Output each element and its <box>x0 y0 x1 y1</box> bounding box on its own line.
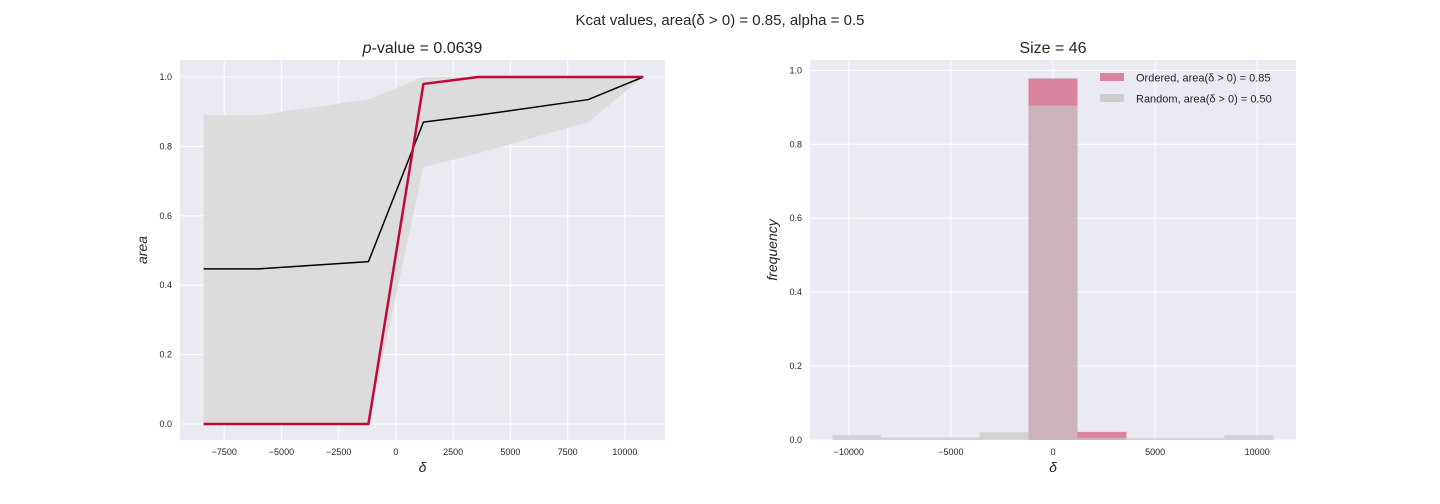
x-tick-label: −2500 <box>326 447 351 457</box>
x-axis-label: δ <box>1049 459 1057 475</box>
x-tick-label: −5000 <box>938 447 963 457</box>
random-bar <box>1028 105 1078 441</box>
title-italic-p: p <box>362 40 372 57</box>
x-tick-label: 5000 <box>1145 447 1165 457</box>
random-mean-line <box>203 76 644 270</box>
y-tick-label: 0.0 <box>789 435 802 445</box>
x-tick-label: 0 <box>1050 447 1055 457</box>
x-tick-label: −7500 <box>212 447 237 457</box>
x-axis-label: δ <box>419 459 427 475</box>
x-tick-label: −10000 <box>834 447 864 457</box>
random-range-band <box>203 77 644 425</box>
title-rest: -value = 0.0639 <box>372 40 483 57</box>
random-bar <box>881 437 931 440</box>
x-tick-label: 0 <box>393 447 398 457</box>
plot-title: Size = 46 <box>1019 40 1086 57</box>
x-tick-label: 2500 <box>443 447 463 457</box>
y-tick-label: 0.6 <box>159 211 172 221</box>
x-tick-label: 7500 <box>558 447 578 457</box>
y-tick-label: 0.0 <box>159 419 172 429</box>
left-plot-area-curve: −7500 −5000 −2500 0 2500 5000 7500 10000 0.0 0.2 0… <box>134 40 665 475</box>
y-tick-label: 0.8 <box>789 139 802 149</box>
y-tick-label: 0.4 <box>789 287 802 297</box>
y-tick-label: 1.0 <box>789 65 802 75</box>
legend-label: Ordered, area(δ > 0) = 0.85 <box>1136 73 1271 85</box>
plot-title: p-value = 0.0639 <box>362 40 483 57</box>
random-bar <box>930 437 980 440</box>
x-tick-label: 5000 <box>500 447 520 457</box>
random-bar <box>1175 438 1225 440</box>
ordered-line <box>203 75 644 426</box>
y-axis-label: area <box>134 236 150 264</box>
random-bar <box>1126 438 1176 440</box>
legend-swatch <box>1100 73 1124 81</box>
y-tick-label: 0.6 <box>789 213 802 223</box>
ordered-bar <box>1077 431 1127 440</box>
y-tick-label: 0.4 <box>159 280 172 290</box>
x-tick-label: −5000 <box>269 447 294 457</box>
random-bar <box>832 435 882 440</box>
legend-swatch <box>1100 94 1124 102</box>
y-axis-label: frequency <box>764 218 780 280</box>
y-tick-label: 0.2 <box>789 361 802 371</box>
y-tick-label: 1.0 <box>159 72 172 82</box>
x-tick-label: 10000 <box>612 447 637 457</box>
right-plot-histogram: −10000 −5000 0 5000 10000 0.0 0.2 0.4 0.6 0.8 1.0 δ… <box>764 40 1296 475</box>
y-tick-label: 0.8 <box>159 141 172 151</box>
random-bar <box>1077 437 1127 440</box>
legend-label: Random, area(δ > 0) = 0.50 <box>1136 94 1272 106</box>
y-tick-label: 0.2 <box>159 350 172 360</box>
x-tick-label: 10000 <box>1245 447 1270 457</box>
suptitle: Kcat values, area(δ > 0) = 0.85, alpha =… <box>576 12 865 29</box>
random-bar <box>1224 435 1274 440</box>
random-bar <box>979 432 1029 440</box>
